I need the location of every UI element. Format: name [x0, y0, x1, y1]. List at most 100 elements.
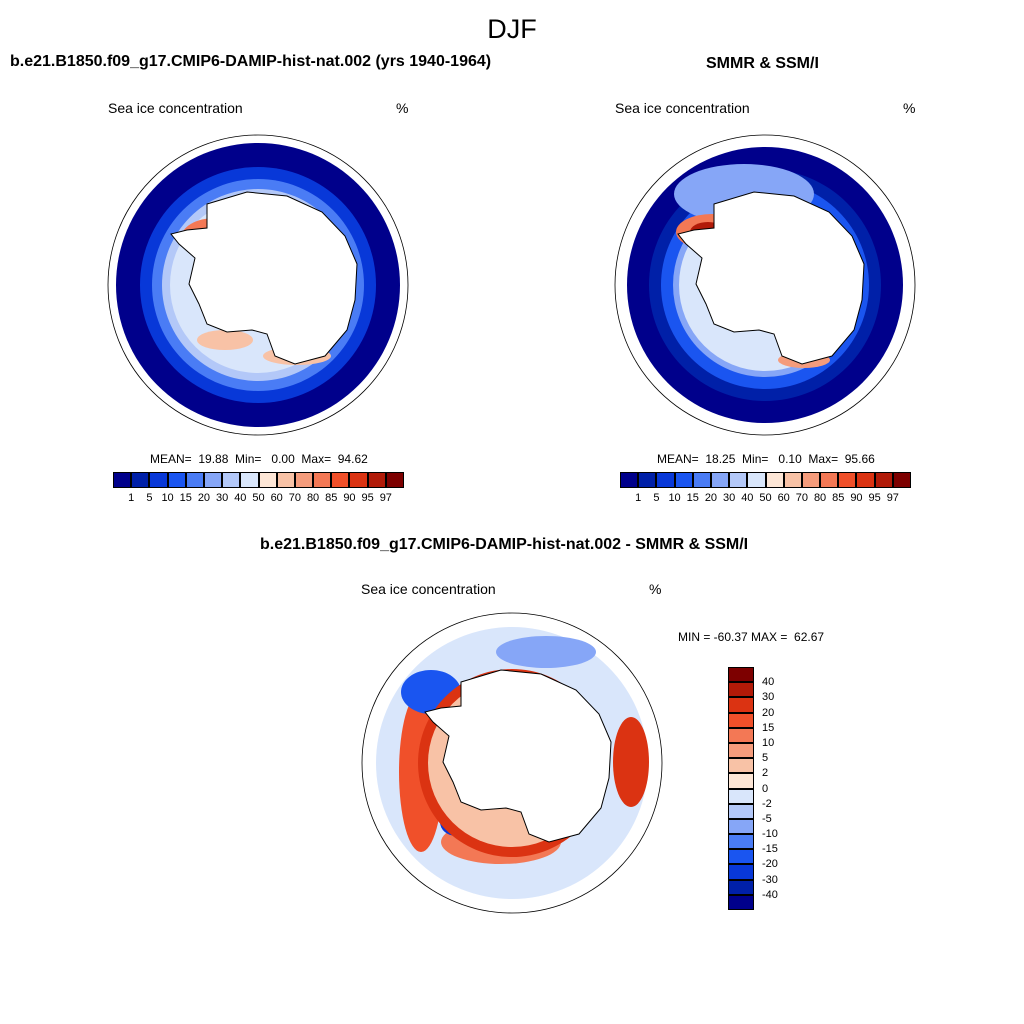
colorbar-swatch [874, 472, 893, 488]
colorbar-swatch [728, 894, 754, 910]
colorbar-tick-label: 85 [832, 492, 845, 504]
colorbar-swatch [710, 472, 730, 488]
colorbar-tick-label: 10 [762, 736, 775, 749]
colorbar-swatch [728, 788, 754, 804]
colorbar-swatch [367, 472, 386, 488]
colorbar-tick-label: -5 [762, 812, 772, 825]
panel1-colorbar: 1 5 10 15 20 30 40 50 60 70 80 85 90 95 97 [113, 472, 404, 504]
colorbar-tick-label: 1 [128, 492, 135, 504]
panel3-units: % [649, 581, 662, 597]
colorbar-swatch [203, 472, 223, 488]
colorbar-tick-label: 0 [762, 782, 769, 795]
colorbar-tick-label: 80 [813, 492, 827, 504]
main-title: DJF [487, 14, 537, 44]
colorbar-tick-label: 30 [723, 492, 736, 504]
colorbar-swatch [656, 472, 675, 488]
colorbar-swatch [747, 472, 766, 488]
colorbar-swatch [820, 472, 839, 488]
panel3-stats: MIN = -60.37 MAX = 62.67 [678, 630, 825, 644]
colorbar-tick-label: 40 [234, 492, 247, 504]
colorbar-tick-label: 97 [379, 492, 392, 504]
colorbar-tick-label: 95 [868, 492, 881, 504]
colorbar-tick-label: -20 [762, 858, 778, 871]
panel2-polar-map [614, 134, 916, 436]
colorbar-tick-label: -2 [762, 797, 772, 810]
colorbar-tick-label: 20 [197, 492, 211, 504]
colorbar-swatch [349, 472, 368, 488]
colorbar-tick-label: 5 [653, 492, 660, 504]
colorbar-swatch [728, 682, 754, 698]
panel3-colorbar-labels: 40 30 20 15 10 5 2 0 -2 -5 -10 -15 -20 -30 -40 [760, 667, 800, 910]
antarctica-outline [170, 191, 358, 365]
panel2-colorbar: 1 5 10 15 20 30 40 50 60 70 80 85 90 95 97 [620, 472, 911, 504]
colorbar-swatch [113, 472, 132, 488]
colorbar-swatch [167, 472, 186, 488]
colorbar-tick-label: -10 [762, 828, 778, 841]
colorbar-swatch [728, 727, 754, 743]
colorbar-swatch [674, 472, 693, 488]
colorbar-swatch [728, 879, 754, 895]
panel1-units: % [396, 100, 409, 116]
colorbar-tick-label: 2 [762, 767, 769, 780]
colorbar-swatch [638, 472, 657, 488]
colorbar-tick-label: 70 [288, 492, 301, 504]
colorbar-swatch [222, 472, 241, 488]
colorbar-swatch [728, 697, 754, 713]
colorbar-swatch [728, 712, 754, 728]
colorbar-tick-label: 20 [762, 706, 775, 719]
panel1-stats: MEAN= 19.88 Min= 0.00 Max= 94.62 [150, 452, 368, 466]
colorbar-swatch [728, 818, 754, 835]
colorbar-swatch [838, 472, 857, 488]
colorbar-tick-label: 95 [361, 492, 374, 504]
panel3-title: b.e21.B1850.f09_g17.CMIP6-DAMIP-hist-nat… [260, 536, 749, 553]
colorbar-tick-label: 20 [704, 492, 718, 504]
colorbar-tick-label: 5 [146, 492, 153, 504]
colorbar-tick-label: 90 [850, 492, 863, 504]
colorbar-tick-label: 97 [886, 492, 899, 504]
panel3-variable: Sea ice concentration [361, 581, 496, 597]
colorbar-tick-label: -30 [762, 873, 778, 886]
colorbar-swatch [331, 472, 350, 488]
panel2-stats: MEAN= 18.25 Min= 0.10 Max= 95.66 [657, 452, 875, 466]
colorbar-tick-label: -15 [762, 843, 778, 856]
colorbar-swatch [313, 472, 332, 488]
colorbar-tick-label: 85 [325, 492, 338, 504]
colorbar-tick-label: 50 [759, 492, 772, 504]
colorbar-swatch [149, 472, 168, 488]
colorbar-swatch [728, 803, 754, 819]
colorbar-swatch [728, 758, 754, 774]
colorbar-swatch [692, 472, 711, 488]
colorbar-tick-label: 1 [635, 492, 642, 504]
colorbar-tick-label: 70 [795, 492, 808, 504]
colorbar-tick-label: 40 [741, 492, 754, 504]
colorbar-swatch [892, 472, 911, 488]
colorbar-tick-label: 60 [270, 492, 283, 504]
colorbar-swatch [294, 472, 314, 488]
colorbar-swatch [620, 472, 639, 488]
colorbar-tick-label: -40 [762, 888, 778, 901]
colorbar-swatch [728, 849, 754, 865]
panel1-title: b.e21.B1850.f09_g17.CMIP6-DAMIP-hist-nat… [10, 53, 492, 70]
colorbar-swatch [801, 472, 821, 488]
colorbar-swatch [783, 472, 802, 488]
colorbar-tick-label: 50 [252, 492, 265, 504]
colorbar-swatch [856, 472, 875, 488]
colorbar-tick-label: 5 [762, 752, 769, 765]
colorbar-swatch [728, 864, 754, 880]
colorbar-swatch [258, 472, 277, 488]
panel1-variable: Sea ice concentration [108, 100, 243, 116]
colorbar-tick-label: 60 [777, 492, 790, 504]
colorbar-swatch [276, 472, 295, 488]
colorbar-tick-label: 30 [216, 492, 229, 504]
colorbar-swatch [728, 773, 754, 789]
colorbar-swatch [240, 472, 259, 488]
colorbar-tick-label: 10 [668, 492, 681, 504]
colorbar-tick-label: 30 [762, 691, 775, 704]
panel2-title: SMMR & SSM/I [706, 55, 819, 72]
colorbar-tick-label: 15 [179, 492, 192, 504]
colorbar-tick-label: 90 [343, 492, 356, 504]
colorbar-swatch [131, 472, 150, 488]
colorbar-swatch [728, 742, 754, 759]
colorbar-tick-label: 10 [161, 492, 174, 504]
panel3-polar-map [361, 612, 663, 914]
